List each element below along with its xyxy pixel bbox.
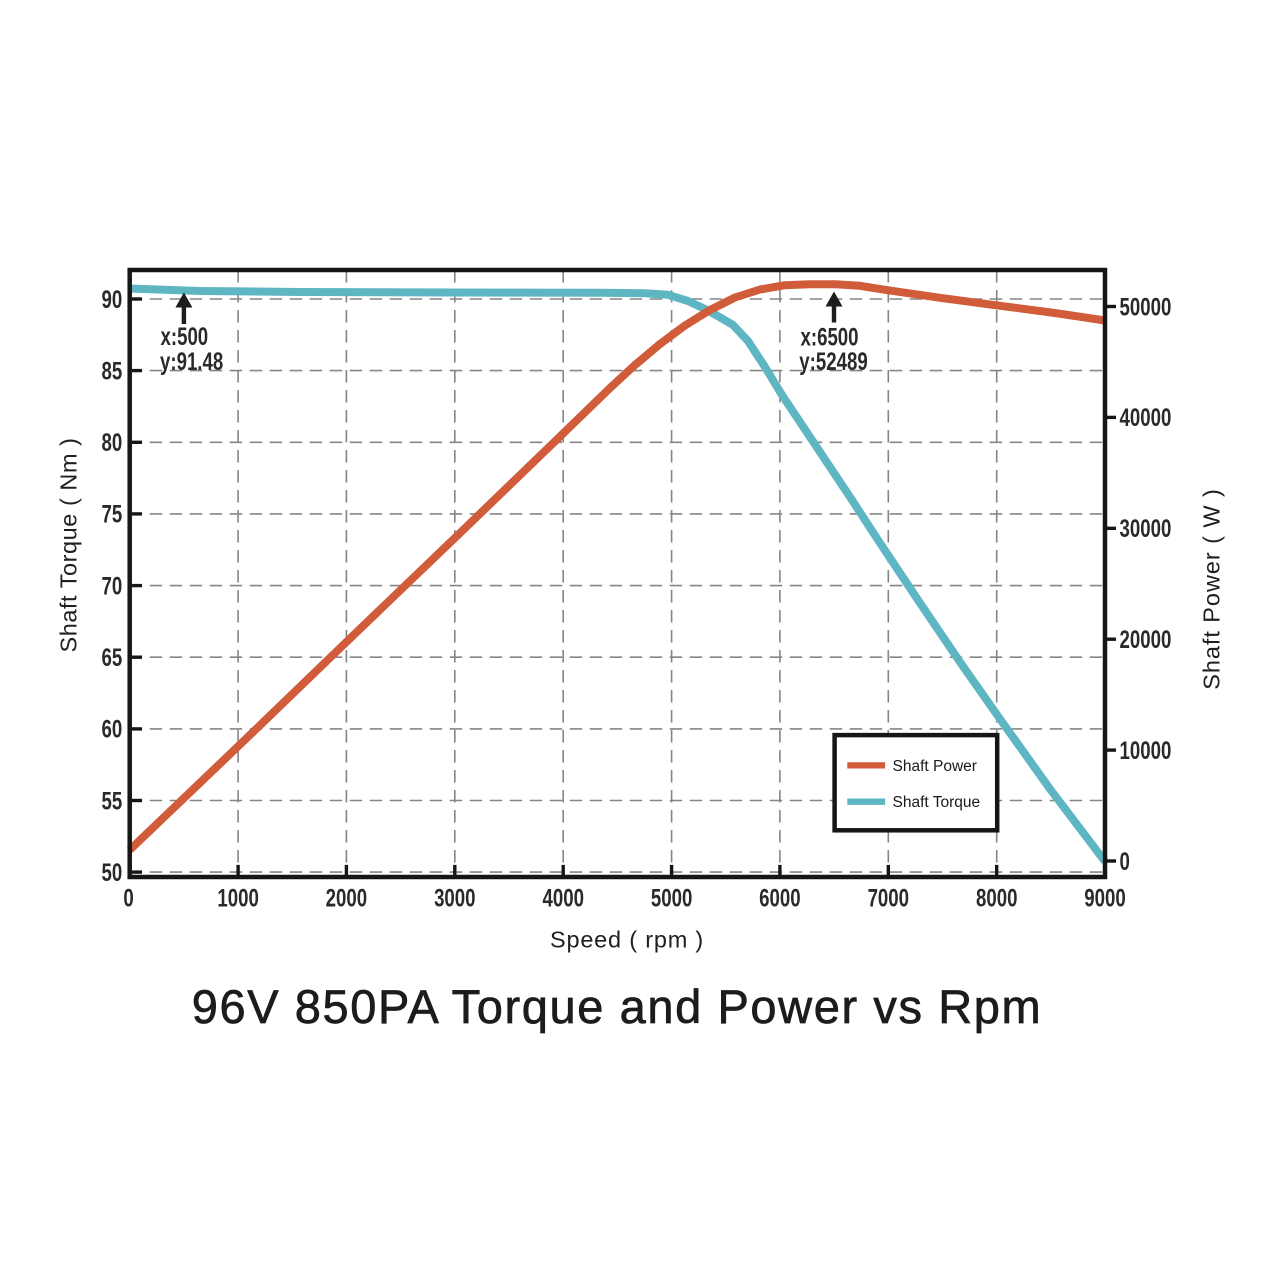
svg-text:y:52489: y:52489 — [799, 347, 867, 375]
svg-text:80: 80 — [102, 428, 123, 456]
svg-text:55: 55 — [102, 787, 123, 815]
svg-text:20000: 20000 — [1120, 625, 1172, 653]
svg-text:40000: 40000 — [1120, 403, 1172, 431]
svg-text:30000: 30000 — [1120, 514, 1172, 542]
svg-text:3000: 3000 — [434, 884, 475, 912]
svg-text:5000: 5000 — [651, 884, 692, 912]
svg-text:Shaft Torque: Shaft Torque — [893, 794, 981, 811]
svg-text:Shaft Power ( W ): Shaft Power ( W ) — [1199, 488, 1225, 690]
svg-text:60: 60 — [102, 715, 123, 743]
svg-text:y:91.48: y:91.48 — [160, 347, 223, 375]
svg-text:50000: 50000 — [1120, 293, 1172, 321]
svg-text:0: 0 — [1120, 847, 1130, 875]
svg-text:Speed ( rpm ): Speed ( rpm ) — [550, 927, 704, 953]
svg-text:x:500: x:500 — [161, 322, 209, 350]
svg-text:Shaft Torque ( Nm ): Shaft Torque ( Nm ) — [56, 437, 82, 652]
svg-text:0: 0 — [123, 884, 133, 912]
svg-text:96V 850PA Torque and Power vs: 96V 850PA Torque and Power vs Rpm — [192, 980, 1043, 1033]
svg-text:70: 70 — [102, 572, 123, 600]
svg-text:65: 65 — [102, 643, 123, 671]
svg-text:75: 75 — [102, 500, 123, 528]
svg-text:6000: 6000 — [759, 884, 800, 912]
svg-text:8000: 8000 — [976, 884, 1017, 912]
svg-text:7000: 7000 — [868, 884, 909, 912]
svg-text:9000: 9000 — [1084, 884, 1125, 912]
svg-text:90: 90 — [102, 285, 123, 313]
svg-text:2000: 2000 — [326, 884, 367, 912]
svg-text:4000: 4000 — [542, 884, 583, 912]
svg-text:Shaft Power: Shaft Power — [893, 758, 977, 775]
svg-text:85: 85 — [102, 357, 123, 385]
svg-text:10000: 10000 — [1120, 736, 1172, 764]
svg-text:50: 50 — [102, 858, 123, 886]
svg-text:1000: 1000 — [217, 884, 258, 912]
svg-text:x:6500: x:6500 — [801, 323, 859, 351]
